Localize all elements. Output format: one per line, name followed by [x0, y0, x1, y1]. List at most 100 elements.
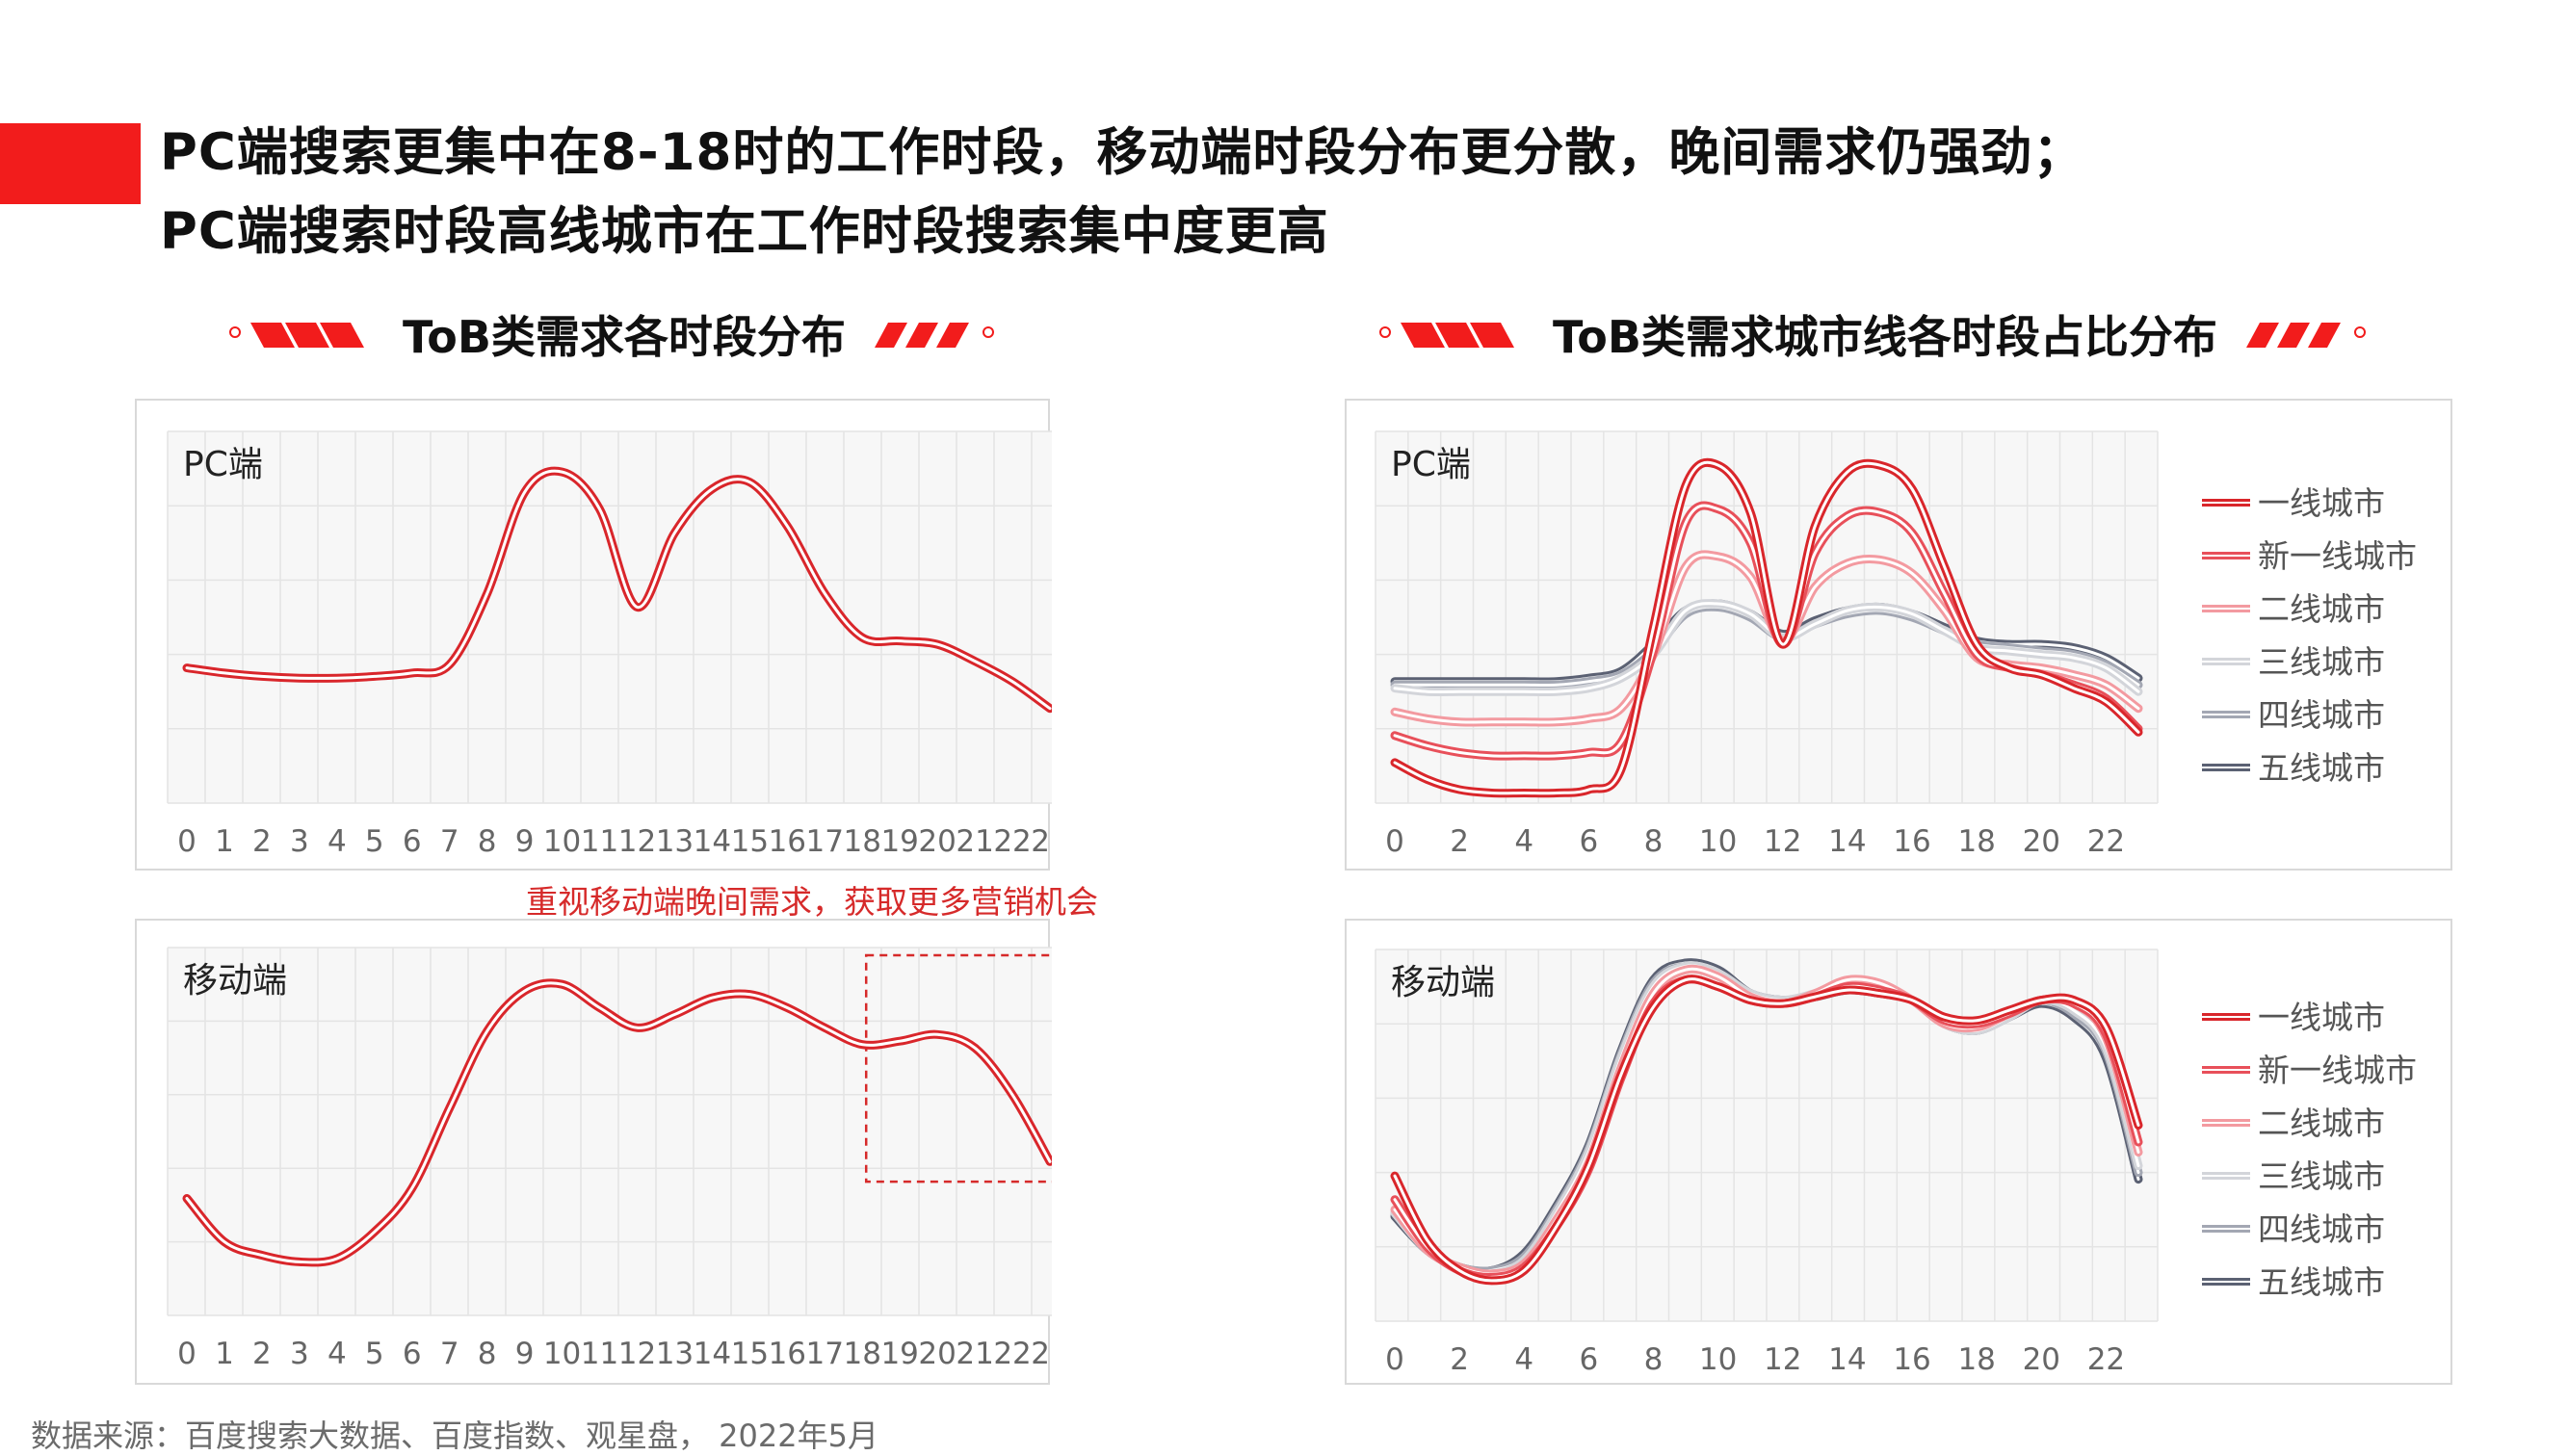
series-line: [1390, 457, 2143, 798]
series-line-inner: [185, 981, 1052, 1264]
x-tick-label: 12: [1764, 1342, 1801, 1377]
legend-label: 四线城市: [2258, 696, 2385, 734]
x-tick-label: 8: [478, 1337, 497, 1371]
series-line-inner: [1393, 977, 2140, 1283]
legend-item: 新一线城市: [2202, 1052, 2417, 1089]
x-tick-label: 17: [806, 824, 844, 859]
x-tick-label: 0: [1385, 824, 1404, 859]
series-line-inner: [1393, 460, 2140, 795]
panel-label: PC端: [183, 445, 263, 484]
chart-panel-mobile-hourly: 移动端 0 1 2 3 4 5 6 7 8 9 10 11 12 13 14 15 16 17 18 19 20 21 22 2…: [135, 919, 1052, 1385]
x-axis-ticks: 0 2 4 6 8 10 12 14 16 18 20 22: [1385, 824, 2125, 859]
x-tick-label: 18: [843, 1337, 880, 1371]
x-tick-label: 19: [880, 824, 918, 859]
x-tick-label: 18: [1957, 824, 1995, 859]
x-tick-label: 10: [543, 1337, 581, 1371]
x-tick-label: 6: [1580, 824, 1599, 859]
x-tick-label: 20: [918, 1337, 956, 1371]
legend-label: 新一线城市: [2258, 537, 2417, 575]
title-decoration-left-icon: [229, 323, 364, 348]
legend-item: 三线城市: [2202, 643, 2385, 681]
x-tick-label: 12: [618, 824, 656, 859]
legend-item: 四线城市: [2202, 696, 2385, 734]
x-tick-label: 11: [581, 824, 618, 859]
legend-label: 三线城市: [2258, 643, 2385, 681]
legend-label: 一线城市: [2258, 999, 2385, 1036]
annotation-text: 重视移动端晚间需求，获取更多营销机会: [526, 883, 1098, 921]
x-tick-label: 21: [956, 1337, 993, 1371]
x-tick-label: 16: [1893, 1342, 1930, 1377]
highlight-box: [864, 953, 1052, 1183]
data-source: 数据来源：百度搜索大数据、百度指数、观星盘， 2022年5月: [31, 1417, 878, 1454]
legend-item: 二线城市: [2202, 1105, 2385, 1142]
legend-item: 二线城市: [2202, 590, 2385, 628]
x-tick-label: 20: [2023, 1342, 2060, 1377]
x-tick-label: 3: [290, 1337, 309, 1371]
x-tick-label: 19: [880, 1337, 918, 1371]
series-line: [1390, 975, 2143, 1286]
legend-label: 五线城市: [2258, 1263, 2385, 1301]
legend-label: 一线城市: [2258, 484, 2385, 522]
x-tick-label: 4: [1514, 1342, 1533, 1377]
plot-area: [168, 431, 1052, 803]
x-tick-label: 20: [918, 824, 956, 859]
x-tick-label: 18: [843, 824, 880, 859]
title-decoration-right-icon: [2245, 323, 2366, 348]
gridlines: [167, 430, 1052, 804]
legend-item: 新一线城市: [2202, 537, 2417, 575]
chart-panel-pc-city-tier: PC端 0 2 4 6 8 10 12 14 16 18 20 22 一线城市 新一线城市 二线城市 三线城市四…: [1345, 399, 2452, 871]
x-tick-label: 4: [1514, 824, 1533, 859]
x-tick-label: 10: [1699, 1342, 1737, 1377]
x-tick-label: 2: [252, 824, 272, 859]
left-section-title-text: ToB类需求各时段分布: [403, 311, 846, 363]
pc-city-tier-chart: PC端 0 2 4 6 8 10 12 14 16 18 20 22 一线城市新一线城市二线城市三线城市四…: [1375, 430, 2417, 859]
series-group: [1390, 457, 2143, 798]
title-decoration-right-icon: [874, 323, 994, 348]
x-tick-label: 1: [215, 1337, 234, 1371]
chart-panel-mobile-city-tier: 移动端 0 2 4 6 8 10 12 14 16 18 20 22 一线城市 新一线城市 二线城市 三线城市四…: [1345, 919, 2452, 1385]
x-tick-label: 22: [2087, 824, 2125, 859]
x-axis-ticks: 01234567891011121314151617181920212223: [177, 824, 1052, 859]
x-tick-label: 22: [993, 824, 1031, 859]
x-tick-label: 0: [1385, 1342, 1404, 1377]
legend-label: 三线城市: [2258, 1157, 2385, 1195]
plot-area: [168, 948, 1052, 1315]
x-tick-label: 21: [956, 824, 993, 859]
panel-label: 移动端: [183, 961, 287, 1001]
x-tick-label: 6: [1580, 1342, 1599, 1377]
legend-label: 二线城市: [2258, 1105, 2385, 1142]
headline-line-1: PC端搜索更集中在8-18时的工作时段，移动端时段分布更分散，晚间需求仍强劲；: [160, 123, 2085, 182]
x-tick-label: 4: [328, 1337, 347, 1371]
x-tick-label: 13: [656, 824, 694, 859]
x-tick-label: 18: [1957, 1342, 1995, 1377]
x-tick-label: 10: [1699, 824, 1737, 859]
series-line-inner: [185, 469, 1052, 711]
page-title: PC端搜索更集中在8-18时的工作时段，移动端时段分布更分散，晚间需求仍强劲； …: [160, 114, 2510, 272]
x-tick-label: 5: [365, 1337, 384, 1371]
x-tick-label: 8: [478, 824, 497, 859]
x-tick-label: 20: [2023, 824, 2060, 859]
x-tick-label: 11: [581, 1337, 618, 1371]
panel-label: PC端: [1391, 445, 1471, 484]
x-tick-label: 7: [440, 824, 459, 859]
x-tick-label: 0: [177, 1337, 197, 1371]
legend-label: 新一线城市: [2258, 1052, 2417, 1089]
x-tick-label: 8: [1644, 824, 1664, 859]
x-tick-label: 15: [731, 824, 769, 859]
headline-line-2: PC端搜索时段高线城市在工作时段搜索集中度更高: [160, 202, 1329, 261]
legend-label: 五线城市: [2258, 749, 2385, 787]
x-axis-ticks: 0 2 4 6 8 10 12 14 16 18 20 22: [1385, 1342, 2125, 1377]
x-tick-label: 12: [618, 1337, 656, 1371]
right-section-title: ToB类需求城市线各时段占比分布: [1377, 302, 2373, 366]
x-tick-label: 2: [1450, 1342, 1469, 1377]
left-section-title: ToB类需求各时段分布: [227, 302, 1002, 366]
x-tick-label: 0: [177, 824, 197, 859]
x-tick-label: 9: [515, 824, 535, 859]
x-tick-label: 16: [769, 1337, 806, 1371]
gridlines: [1375, 430, 2159, 804]
x-tick-label: 1: [215, 824, 234, 859]
x-tick-label: 6: [403, 824, 422, 859]
series-group: [1390, 958, 2143, 1286]
